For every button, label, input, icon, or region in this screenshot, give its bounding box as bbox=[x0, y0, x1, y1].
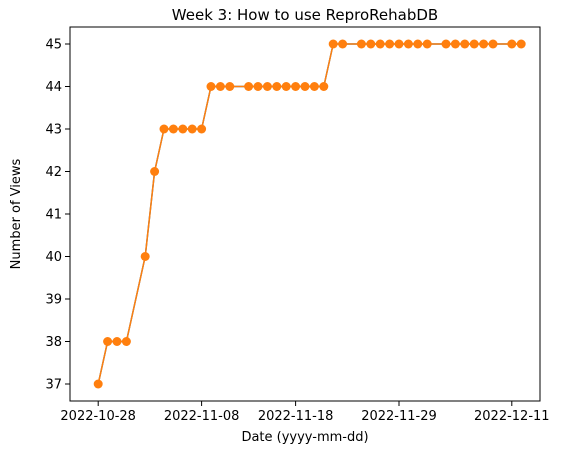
series-line bbox=[97, 43, 522, 385]
series-line-under bbox=[97, 43, 522, 385]
series-group bbox=[93, 39, 526, 389]
data-point bbox=[338, 39, 348, 49]
data-point bbox=[394, 39, 404, 49]
data-point bbox=[215, 82, 225, 91]
data-point bbox=[206, 82, 216, 91]
data-point bbox=[159, 124, 169, 134]
data-point bbox=[150, 167, 160, 176]
data-point bbox=[272, 82, 282, 91]
chart-title: Week 3: How to use ReproRehabDB bbox=[172, 6, 438, 24]
data-point bbox=[375, 39, 385, 49]
data-point bbox=[366, 39, 376, 49]
y-tick-label: 45 bbox=[45, 38, 62, 53]
data-point bbox=[460, 39, 470, 49]
data-point bbox=[422, 39, 432, 49]
data-point bbox=[197, 124, 207, 134]
data-point bbox=[262, 82, 272, 91]
y-tick-label: 42 bbox=[45, 165, 62, 180]
data-point bbox=[121, 337, 131, 346]
data-point bbox=[385, 39, 395, 49]
data-point bbox=[319, 82, 329, 91]
y-axis-label: Number of Views bbox=[9, 158, 24, 269]
data-point bbox=[356, 39, 366, 49]
data-point bbox=[225, 82, 235, 91]
data-point bbox=[253, 82, 263, 91]
data-point bbox=[403, 39, 413, 49]
data-point bbox=[93, 379, 103, 389]
data-point bbox=[281, 82, 291, 91]
data-point bbox=[168, 124, 178, 134]
x-tick-label: 2022-11-18 bbox=[258, 409, 334, 424]
data-point bbox=[469, 39, 479, 49]
data-point bbox=[516, 39, 526, 49]
data-point bbox=[488, 39, 498, 49]
y-tick-label: 43 bbox=[45, 123, 62, 138]
x-axis-ticks: 2022-10-28 2022-11-08 2022-11-18 2022-11-29… bbox=[60, 401, 550, 424]
x-tick-label: 2022-11-08 bbox=[164, 409, 240, 424]
data-point bbox=[328, 39, 338, 49]
data-point bbox=[300, 82, 310, 91]
y-axis-ticks: 37 38 39 40 41 42 43 44 45 bbox=[45, 38, 70, 393]
x-tick-label: 2022-12-11 bbox=[474, 409, 550, 424]
data-point bbox=[244, 82, 254, 91]
y-tick-label: 44 bbox=[45, 80, 62, 95]
x-tick-label: 2022-11-29 bbox=[361, 409, 437, 424]
data-point bbox=[309, 82, 319, 91]
x-axis-label: Date (yyyy-mm-dd) bbox=[241, 430, 368, 445]
plot-frame bbox=[69, 26, 541, 402]
data-point bbox=[140, 252, 150, 261]
data-point bbox=[187, 124, 197, 134]
data-point bbox=[112, 337, 122, 346]
data-point bbox=[103, 337, 113, 346]
data-point bbox=[507, 39, 517, 49]
data-point bbox=[178, 124, 188, 134]
data-point bbox=[291, 82, 301, 91]
data-point bbox=[479, 39, 489, 49]
y-tick-label: 39 bbox=[45, 293, 62, 308]
data-point bbox=[450, 39, 460, 49]
data-point bbox=[441, 39, 451, 49]
y-tick-label: 38 bbox=[45, 335, 62, 350]
data-point bbox=[413, 39, 423, 49]
y-tick-label: 41 bbox=[45, 208, 62, 223]
y-tick-label: 40 bbox=[45, 250, 62, 265]
y-tick-label: 37 bbox=[45, 378, 62, 393]
x-tick-label: 2022-10-28 bbox=[60, 409, 136, 424]
